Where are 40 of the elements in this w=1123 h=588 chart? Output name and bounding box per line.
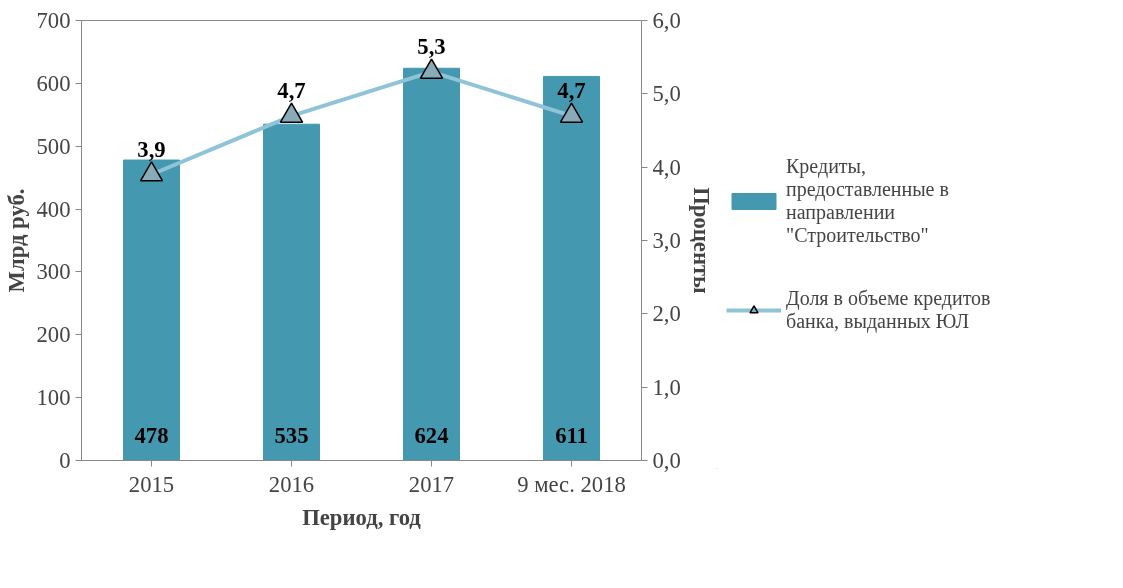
y2-axis-title: Проценты <box>688 187 714 295</box>
bar <box>263 123 320 461</box>
y-tick-label: 500 <box>36 133 71 159</box>
x-axis-title: Период, год <box>302 504 422 530</box>
y-tick-label: 600 <box>36 70 71 96</box>
data-label: 4,7 <box>557 78 586 104</box>
x-tick-label: 2016 <box>268 471 315 497</box>
y-tick-label: 200 <box>36 322 71 348</box>
data-label: 624 <box>414 422 449 448</box>
y2-tick-label: 1,0 <box>652 374 681 400</box>
x-tick-label: 2017 <box>408 471 455 497</box>
point <box>279 102 304 123</box>
point <box>559 102 584 123</box>
data-label: 5,3 <box>417 34 446 60</box>
y2-tick-label: 3,0 <box>652 228 681 253</box>
data-label: 611 <box>555 422 588 448</box>
y-tick-label: 300 <box>36 259 71 285</box>
y2-tick-label: 6,0 <box>652 8 681 33</box>
y-axis-title: Млрд руб. <box>3 188 29 293</box>
point <box>139 161 164 182</box>
legend-label: Кредиты, предоставленные в направлении "Строительство" <box>786 155 949 247</box>
x-tick-label: 2015 <box>128 471 175 497</box>
y-tick-label: 700 <box>36 8 71 33</box>
x-tick-label: 9 мес. 2018 <box>517 471 626 497</box>
y2-tick-label: 4,0 <box>652 154 681 180</box>
data-label: 3,9 <box>137 136 166 162</box>
y-tick-label: 400 <box>36 196 71 222</box>
data-label: 4,7 <box>277 78 306 104</box>
data-label: 535 <box>274 422 309 448</box>
point <box>419 58 444 79</box>
bar <box>543 75 600 461</box>
bar <box>403 67 460 461</box>
y2-tick-label: 5,0 <box>652 81 681 107</box>
bar <box>123 159 180 461</box>
y-tick-label: 0 <box>59 448 71 473</box>
legend-label: Доля в объеме кредитов банка, выданных ЮЛ <box>786 287 991 333</box>
y2-tick-label: 2,0 <box>652 301 681 327</box>
data-label: 478 <box>134 422 169 448</box>
y-tick-label: 100 <box>36 385 71 411</box>
y2-tick-label: 0,0 <box>652 448 681 473</box>
